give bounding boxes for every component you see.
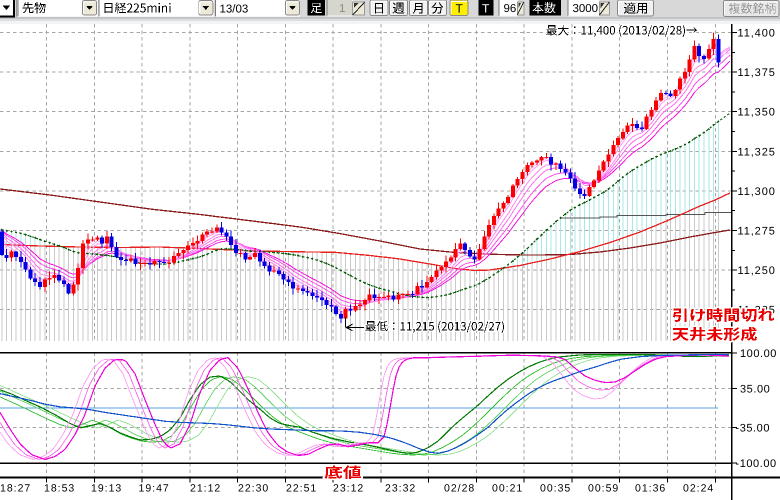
- svg-text:11,325: 11,325: [738, 146, 776, 158]
- svg-text:21:12: 21:12: [190, 483, 221, 495]
- svg-text:18:53: 18:53: [44, 483, 75, 495]
- svg-text:11,375: 11,375: [738, 67, 776, 79]
- svg-text:11,400: 11,400: [738, 28, 776, 40]
- svg-text:100.00: 100.00: [740, 348, 777, 360]
- svg-text:11,350: 11,350: [738, 107, 776, 119]
- svg-text:02:24: 02:24: [683, 483, 714, 495]
- svg-text:T: T: [482, 1, 490, 15]
- svg-text:00:21: 00:21: [492, 483, 523, 495]
- svg-text:11,275: 11,275: [738, 226, 776, 238]
- svg-text:-35.00: -35.00: [736, 422, 771, 434]
- svg-text:11,300: 11,300: [738, 186, 776, 198]
- svg-text:22:30: 22:30: [238, 483, 269, 495]
- svg-text:T: T: [456, 1, 464, 15]
- svg-text:01:36: 01:36: [635, 483, 666, 495]
- svg-text:19:47: 19:47: [139, 483, 170, 495]
- svg-text:18:27: 18:27: [0, 483, 31, 495]
- svg-text:13/03: 13/03: [220, 3, 249, 15]
- svg-text:23:12: 23:12: [333, 483, 364, 495]
- svg-text:35.00: 35.00: [740, 384, 770, 396]
- svg-text:23:32: 23:32: [385, 483, 416, 495]
- svg-text:3000: 3000: [573, 3, 599, 15]
- svg-text:-100.00: -100.00: [736, 458, 777, 470]
- svg-text:00:59: 00:59: [588, 483, 619, 495]
- svg-text:19:13: 19:13: [91, 483, 122, 495]
- svg-text:1: 1: [339, 3, 345, 15]
- svg-text:02/28: 02/28: [444, 483, 475, 495]
- svg-text:00:35: 00:35: [540, 483, 571, 495]
- svg-text:22:51: 22:51: [286, 483, 317, 495]
- svg-text:11,250: 11,250: [738, 265, 776, 277]
- svg-text:96: 96: [504, 3, 517, 15]
